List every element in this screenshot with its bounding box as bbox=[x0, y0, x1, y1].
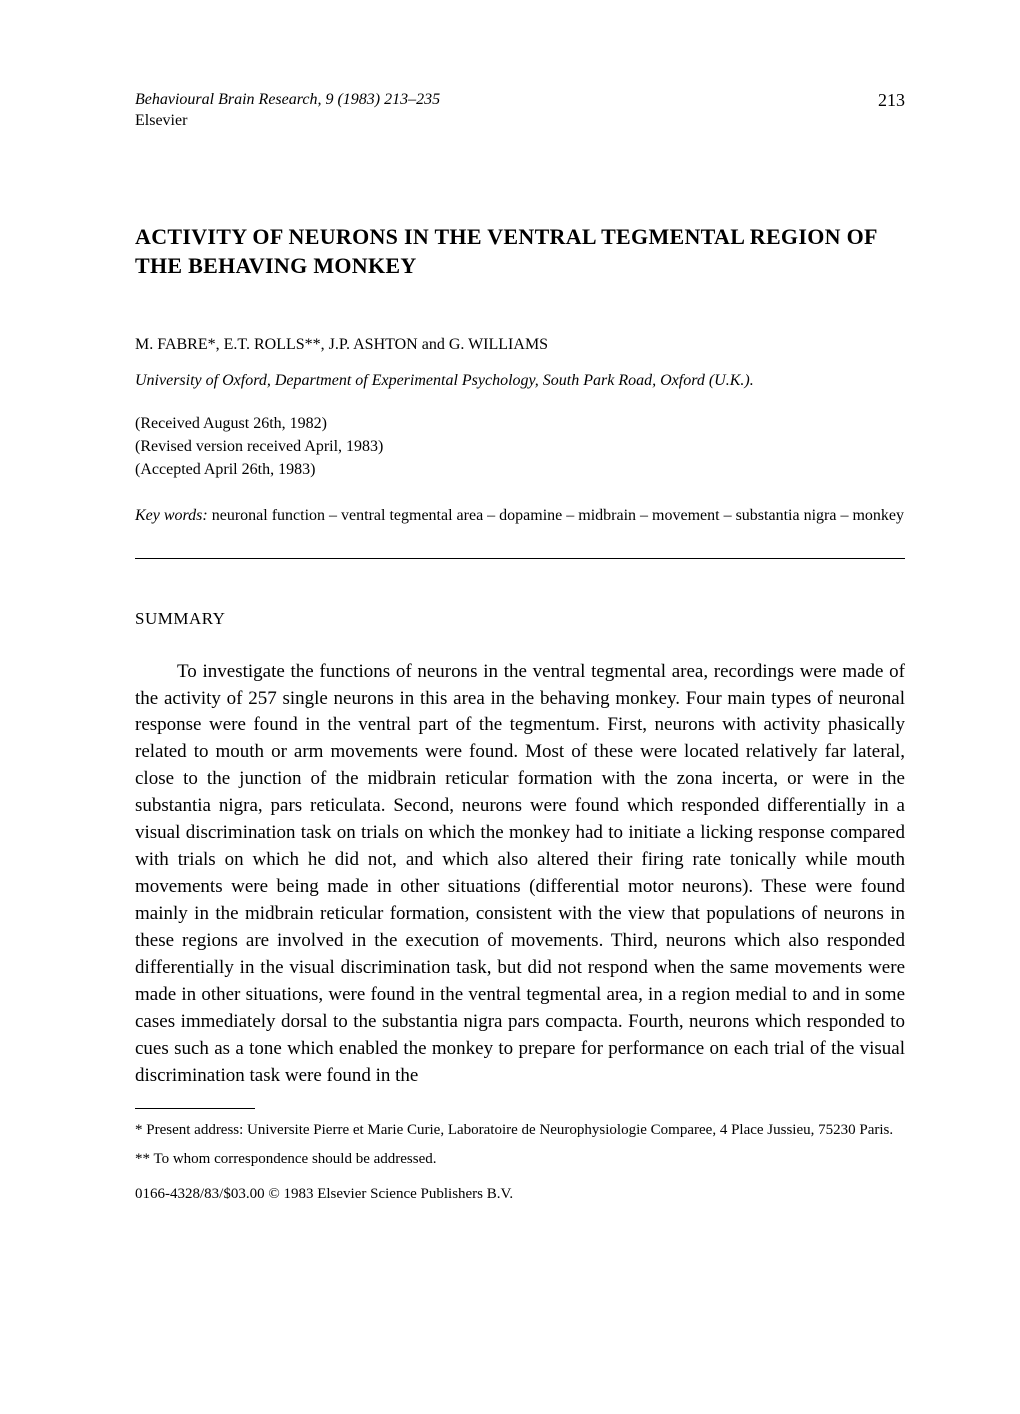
article-title: ACTIVITY OF NEURONS IN THE VENTRAL TEGME… bbox=[135, 222, 905, 281]
copyright-line: 0166-4328/83/$03.00 © 1983 Elsevier Scie… bbox=[135, 1186, 905, 1203]
date-revised: (Revised version received April, 1983) bbox=[135, 435, 905, 458]
section-divider bbox=[135, 558, 905, 559]
footnote-divider bbox=[135, 1108, 255, 1109]
page-number: 213 bbox=[878, 90, 905, 111]
summary-paragraph: To investigate the functions of neurons … bbox=[135, 659, 905, 1091]
footnote-2: ** To whom correspondence should be addr… bbox=[135, 1148, 905, 1171]
page-header: Behavioural Brain Research, 9 (1983) 213… bbox=[135, 90, 905, 132]
footnote-1: * Present address: Universite Pierre et … bbox=[135, 1119, 905, 1142]
date-received: (Received August 26th, 1982) bbox=[135, 412, 905, 435]
journal-citation: Behavioural Brain Research, 9 (1983) 213… bbox=[135, 90, 440, 111]
summary-heading: SUMMARY bbox=[135, 609, 905, 629]
date-accepted: (Accepted April 26th, 1983) bbox=[135, 458, 905, 481]
publisher: Elsevier bbox=[135, 111, 440, 132]
journal-block: Behavioural Brain Research, 9 (1983) 213… bbox=[135, 90, 440, 132]
authors: M. FABRE*, E.T. ROLLS**, J.P. ASHTON and… bbox=[135, 336, 905, 354]
dates-block: (Received August 26th, 1982) (Revised ve… bbox=[135, 412, 905, 482]
keywords-label: Key words: bbox=[135, 504, 208, 528]
keywords-block: Key words: neuronal function – ventral t… bbox=[135, 504, 905, 528]
keywords-content: neuronal function – ventral tegmental ar… bbox=[208, 504, 904, 528]
affiliation: University of Oxford, Department of Expe… bbox=[135, 372, 905, 390]
